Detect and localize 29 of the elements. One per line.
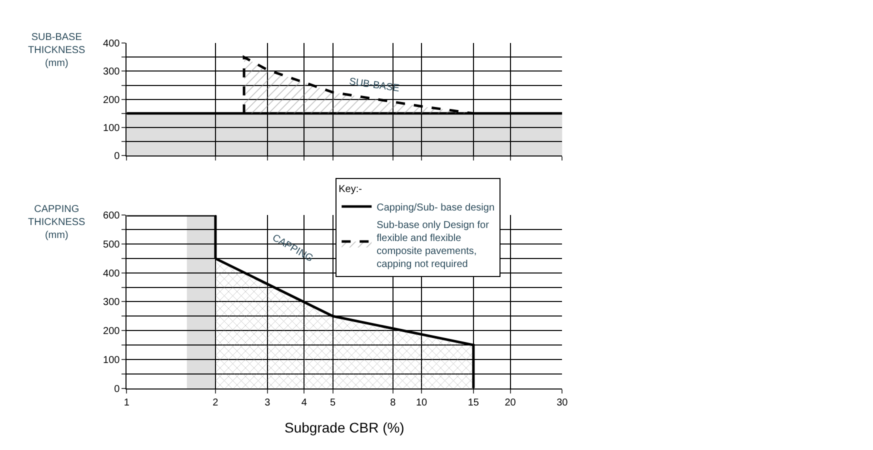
y-tick-label: 300 (103, 66, 120, 78)
annotation: SUB-BASE (348, 76, 400, 94)
x-tick-label: 2 (212, 397, 219, 408)
legend-label: Capping/Sub- base design (376, 202, 495, 214)
y-tick-label: 300 (103, 297, 120, 308)
legend-title: Key:- (338, 184, 362, 196)
y-tick-label: 200 (103, 326, 120, 338)
x-tick-label: 30 (556, 397, 568, 408)
y-tick-label: 200 (103, 94, 120, 106)
y-axis-title: CAPPING THICKNESS (mm) (28, 204, 86, 241)
x-tick-label: 10 (416, 397, 428, 408)
x-tick-label: 20 (504, 397, 516, 408)
y-tick-label: 400 (103, 268, 120, 280)
x-axis-title: Subgrade CBR (%) (284, 420, 404, 436)
x-tick-label: 15 (468, 397, 480, 408)
y-axis-title: SUB-BASE THICKNESS (mm) (28, 32, 86, 69)
y-tick-label: 400 (103, 38, 120, 50)
y-tick-label: 0 (114, 151, 120, 162)
y-tick-label: 500 (103, 240, 120, 251)
x-tick-label: 1 (124, 397, 130, 408)
x-tick-label: 4 (301, 397, 308, 408)
y-tick-label: 600 (103, 210, 120, 222)
y-tick-label: 0 (114, 384, 120, 395)
x-tick-label: 5 (330, 397, 336, 408)
x-tick-label: 3 (264, 397, 271, 408)
x-tick-label: 8 (390, 397, 396, 408)
legend-label: Sub-base only Design for flexible and flexible composite pavements, capping not required (376, 220, 490, 270)
y-tick-label: 100 (103, 122, 120, 134)
y-tick-label: 100 (103, 354, 120, 366)
